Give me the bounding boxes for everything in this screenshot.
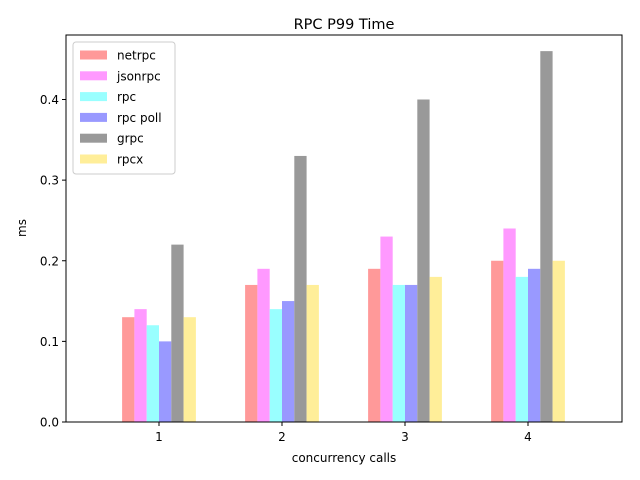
y-tick-label: 0.4 (40, 93, 59, 107)
legend-swatch (80, 92, 107, 102)
bar-rpcx-2 (306, 284, 319, 422)
bar-rpc-3 (392, 284, 405, 422)
x-tick-label: 1 (155, 430, 163, 444)
y-axis: 0.0 0.1 0.2 0.3 0.4 (40, 93, 66, 430)
legend-label: jsonrpc (116, 69, 161, 83)
legend-swatch (80, 71, 107, 81)
bar-rpc-4 (515, 276, 528, 423)
bar-rpc-poll-3 (405, 284, 418, 422)
bar-rpc-2 (269, 309, 282, 423)
bar-grpc-1 (171, 244, 184, 422)
bar-netrpc-3 (368, 268, 381, 422)
bar-rpc-poll-4 (528, 268, 541, 422)
legend-label: grpc (117, 132, 144, 146)
x-tick-label: 4 (524, 430, 532, 444)
bar-grpc-2 (294, 155, 307, 422)
bar-jsonrpc-2 (257, 268, 270, 422)
bar-rpc-1 (146, 325, 159, 422)
y-axis-title: ms (15, 219, 29, 237)
bar-rpcx-3 (429, 276, 442, 423)
y-tick-label: 0.2 (40, 254, 59, 268)
x-tick-label: 3 (401, 430, 409, 444)
legend-label: netrpc (117, 49, 156, 63)
bar-jsonrpc-3 (380, 236, 393, 422)
y-tick-label: 0.1 (40, 335, 59, 349)
axes-frame (65, 34, 623, 423)
legend: netrpc jsonrpc rpc rpc poll grpc rpcx (72, 41, 176, 175)
legend-swatch (80, 154, 107, 164)
bar-netrpc-4 (491, 260, 504, 422)
legend-label: rpc (117, 90, 136, 104)
bar-jsonrpc-4 (503, 228, 516, 422)
bar-jsonrpc-1 (134, 309, 147, 423)
bar-grpc-3 (417, 99, 430, 422)
y-tick-label: 0.3 (40, 174, 59, 188)
x-tick-label: 2 (278, 430, 286, 444)
bar-grpc-4 (540, 51, 553, 423)
bar-rpcx-1 (183, 317, 196, 422)
chart-title: RPC P99 Time (294, 17, 395, 33)
bar-netrpc-1 (122, 317, 135, 422)
bar-rpc-poll-1 (159, 341, 172, 423)
legend-swatch (80, 112, 107, 122)
plot-area (122, 51, 565, 423)
bar-rpc-poll-2 (282, 301, 295, 422)
bar-rpcx-4 (552, 260, 565, 422)
legend-label: rpcx (117, 153, 143, 167)
y-tick-label: 0.0 (40, 416, 59, 430)
x-axis: 1 2 3 4 (155, 422, 532, 444)
legend-swatch (80, 133, 107, 143)
legend-swatch (80, 50, 107, 60)
bar-netrpc-2 (245, 284, 258, 422)
legend-label: rpc poll (117, 111, 162, 125)
x-axis-title: concurrency calls (292, 451, 397, 465)
